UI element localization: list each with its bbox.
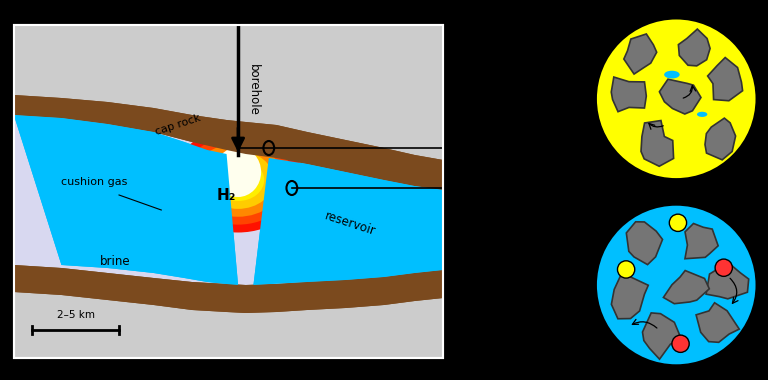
Polygon shape [14, 265, 443, 313]
Circle shape [715, 259, 733, 276]
Bar [14, 25, 443, 358]
Ellipse shape [215, 147, 261, 197]
Polygon shape [611, 77, 647, 112]
Polygon shape [14, 25, 443, 160]
Polygon shape [696, 303, 740, 342]
Polygon shape [641, 120, 674, 166]
Polygon shape [14, 115, 238, 285]
Circle shape [596, 19, 756, 179]
Polygon shape [611, 274, 648, 319]
Text: H₂: H₂ [217, 187, 237, 203]
Polygon shape [14, 115, 238, 285]
Polygon shape [253, 158, 443, 285]
Polygon shape [14, 265, 443, 313]
Text: borehole: borehole [247, 64, 260, 116]
Ellipse shape [222, 167, 254, 193]
Ellipse shape [664, 71, 680, 79]
Ellipse shape [697, 112, 707, 117]
Ellipse shape [212, 159, 264, 201]
Ellipse shape [173, 128, 303, 233]
Text: cushion gas: cushion gas [61, 177, 127, 187]
Polygon shape [705, 118, 736, 160]
Circle shape [596, 205, 756, 365]
Polygon shape [643, 313, 682, 359]
Polygon shape [660, 79, 701, 114]
Ellipse shape [183, 135, 293, 225]
Ellipse shape [202, 151, 274, 209]
Text: 2–5 km: 2–5 km [57, 310, 94, 320]
Polygon shape [624, 34, 657, 74]
Bar [14, 25, 443, 358]
Text: cap rock: cap rock [154, 113, 202, 137]
Ellipse shape [192, 143, 284, 217]
Polygon shape [253, 158, 443, 285]
Polygon shape [664, 271, 710, 304]
Circle shape [672, 335, 689, 352]
Polygon shape [678, 29, 710, 66]
Polygon shape [14, 95, 443, 190]
Text: reservoir: reservoir [323, 209, 377, 238]
Circle shape [617, 261, 634, 278]
Polygon shape [627, 222, 663, 264]
Polygon shape [707, 57, 743, 101]
Polygon shape [685, 223, 718, 259]
Polygon shape [14, 95, 443, 190]
Circle shape [669, 214, 687, 231]
Polygon shape [14, 115, 443, 285]
Text: brine: brine [100, 255, 131, 268]
Polygon shape [706, 264, 749, 299]
